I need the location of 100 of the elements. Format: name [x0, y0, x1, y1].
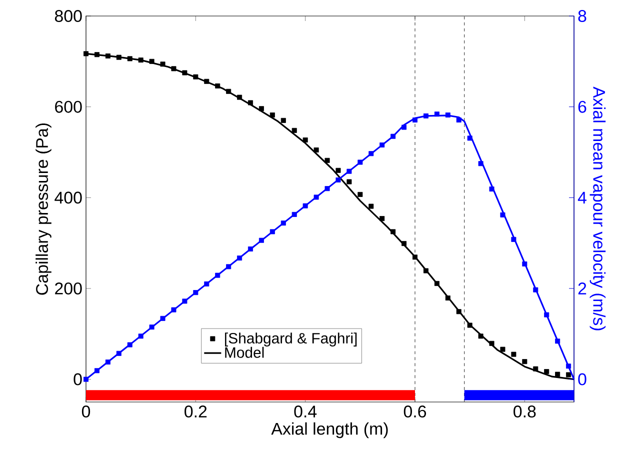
point	[302, 203, 308, 208]
point	[522, 261, 528, 266]
x-tick-label: 0	[82, 406, 90, 418]
point	[149, 58, 154, 64]
x-axis-title: Axial length (m)	[271, 422, 388, 438]
y2-axis-title: Axial mean vapour velocity (m/s)	[590, 86, 606, 330]
point	[324, 186, 330, 192]
point	[500, 346, 506, 352]
point	[423, 113, 428, 118]
point	[566, 364, 572, 369]
legend-label: Model	[225, 346, 264, 358]
point	[445, 296, 450, 301]
point	[358, 160, 363, 165]
point	[94, 368, 100, 374]
point	[258, 106, 264, 112]
point	[555, 372, 560, 377]
point	[215, 272, 220, 278]
point	[116, 350, 122, 356]
point	[258, 238, 264, 243]
y2-tick-label: 8	[578, 10, 586, 22]
point	[456, 117, 462, 122]
point	[434, 280, 440, 286]
point	[346, 168, 352, 174]
point	[314, 194, 319, 200]
point	[84, 51, 88, 56]
point	[489, 340, 494, 346]
point	[368, 151, 374, 156]
point	[292, 128, 297, 133]
point	[423, 268, 428, 274]
point	[511, 352, 516, 357]
point	[237, 94, 242, 100]
x-tick-label: 0.8	[514, 406, 536, 418]
point	[193, 290, 198, 296]
point	[248, 100, 253, 106]
point	[182, 70, 188, 76]
point	[544, 369, 550, 374]
y2-tick-label: 2	[578, 282, 586, 294]
point	[533, 366, 538, 372]
point	[368, 204, 374, 209]
point	[171, 66, 176, 72]
point	[402, 241, 407, 246]
point	[149, 324, 154, 330]
point	[171, 307, 176, 312]
x-tick-label: 0.4	[294, 406, 317, 418]
point	[412, 117, 418, 122]
point	[127, 342, 132, 348]
point	[226, 88, 232, 94]
x-tick-label: 0.2	[184, 406, 207, 418]
point	[226, 264, 232, 270]
point	[456, 309, 462, 314]
y-tick-label: 200	[55, 282, 82, 294]
point	[500, 212, 506, 218]
point	[193, 74, 198, 80]
point	[105, 360, 110, 365]
point	[138, 334, 144, 339]
x-tick-label: 0.6	[404, 406, 426, 418]
point	[324, 158, 330, 163]
point	[160, 62, 166, 67]
point	[555, 338, 560, 344]
point	[533, 287, 538, 292]
legend-label: [Shabgard & Faghri]	[225, 332, 357, 346]
point	[215, 83, 220, 88]
point	[292, 212, 297, 217]
y2-tick-label: 4	[578, 192, 586, 204]
point	[412, 254, 418, 260]
point	[390, 229, 396, 234]
point	[390, 134, 396, 139]
point	[94, 52, 100, 58]
point	[544, 312, 550, 318]
point	[182, 298, 188, 304]
y2-tick-label: 0	[578, 373, 586, 386]
y-tick-label: 0	[74, 373, 82, 386]
point	[445, 112, 450, 118]
point	[336, 168, 341, 173]
point	[522, 359, 528, 364]
point	[467, 322, 472, 328]
point	[346, 179, 352, 184]
point	[336, 177, 341, 182]
point	[478, 161, 484, 166]
point	[84, 376, 88, 382]
point	[204, 78, 210, 84]
point	[566, 372, 572, 378]
y2-tick-label: 6	[578, 100, 586, 113]
point	[127, 56, 132, 62]
point	[314, 147, 319, 152]
point	[116, 54, 122, 60]
point	[138, 58, 144, 63]
point	[489, 186, 494, 192]
point	[270, 112, 275, 118]
point	[467, 136, 472, 141]
point	[204, 281, 210, 286]
y-tick-label: 800	[54, 10, 82, 22]
point	[380, 142, 385, 148]
point	[434, 112, 440, 117]
point	[237, 256, 242, 261]
point	[380, 216, 385, 222]
point	[302, 137, 308, 142]
point	[511, 236, 516, 242]
point	[248, 246, 253, 252]
point	[280, 220, 286, 226]
